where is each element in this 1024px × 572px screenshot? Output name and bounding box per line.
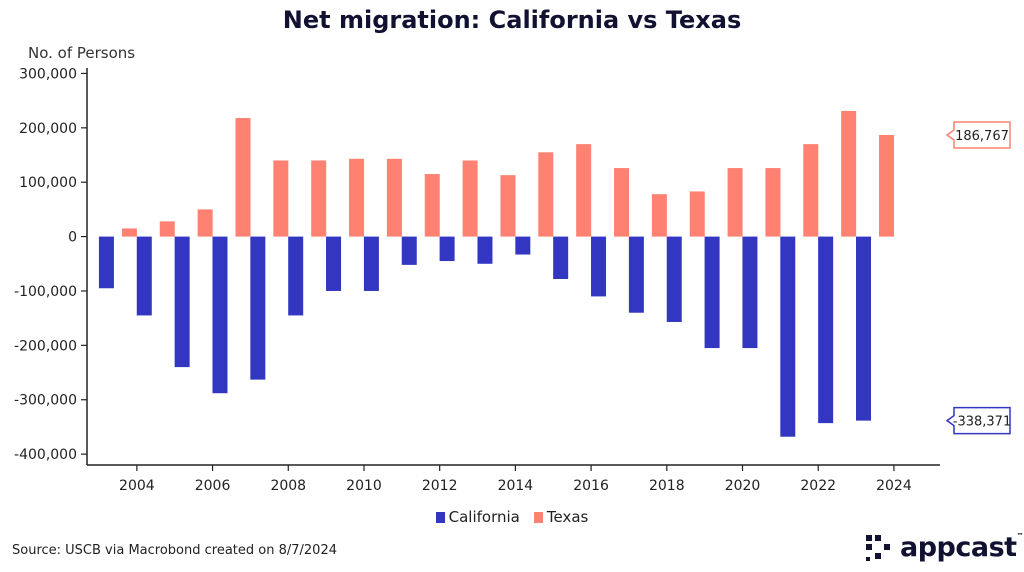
callout-label: 186,767 [955, 129, 1009, 144]
bar-texas-2008 [311, 160, 327, 237]
callout-box [945, 121, 1011, 149]
bar-texas-2012 [462, 160, 478, 237]
bar-texas-2021 [803, 144, 819, 237]
bar-texas-2010 [386, 158, 402, 237]
bar-california-2004 [136, 236, 152, 316]
bar-california-2006 [212, 236, 228, 394]
x-tick-label: 2014 [498, 478, 534, 494]
legend-swatch-california [435, 511, 445, 523]
x-tick-label: 2012 [422, 478, 458, 494]
legend-label-california: California [448, 508, 520, 526]
bar-texas-2019 [727, 168, 743, 237]
bar-texas-2014 [538, 152, 554, 237]
x-tick-label: 2020 [725, 478, 761, 494]
bar-california-2009 [326, 236, 342, 291]
bar-texas-2015 [576, 144, 592, 237]
bar-texas-2017 [651, 194, 667, 237]
x-tick-label: 2024 [876, 478, 912, 494]
appcast-logo: appcast™ [866, 532, 1024, 563]
callout-layer: 186,767 -338,371 [945, 121, 1011, 435]
bar-california-2022 [818, 236, 834, 424]
callout-box [945, 406, 1011, 435]
legend: California Texas [0, 508, 1024, 526]
bar-california-2017 [628, 236, 644, 313]
bar-california-2014 [515, 236, 531, 255]
bar-california-2016 [591, 236, 607, 297]
bar-texas-2006 [235, 118, 251, 237]
bar-texas-2016 [614, 168, 630, 237]
chart-title: Net migration: California vs Texas [282, 6, 742, 34]
bar-texas-2003 [121, 228, 137, 237]
y-tick-label: -200,000 [14, 338, 77, 354]
bar-california-2003 [98, 236, 114, 289]
logo-text: appcast™ [900, 532, 1024, 563]
callout-california: -338,371 [945, 406, 1011, 435]
bar-texas-2009 [349, 158, 365, 237]
x-tick-label: 2016 [573, 478, 609, 494]
appcast-logo-icon [866, 534, 890, 561]
bar-california-2010 [363, 236, 379, 291]
axes-layer: 300,000 200,000 100,000 0 -100,000 -200,000 -3… [14, 66, 940, 494]
bar-california-2023 [856, 236, 872, 421]
y-tick-label: -400,000 [14, 447, 77, 463]
y-tick-label: -300,000 [14, 393, 77, 409]
legend-swatch-texas [533, 511, 543, 523]
legend-item-california: California [435, 508, 520, 526]
x-tick-label: 2008 [270, 478, 306, 494]
bar-texas-2011 [424, 174, 440, 237]
legend-item-texas: Texas [533, 508, 589, 526]
bar-california-2012 [439, 236, 455, 262]
source-note: Source: USCB via Macrobond created on 8/… [12, 543, 337, 558]
y-tick-label: 100,000 [19, 175, 77, 191]
bar-california-2021 [780, 236, 796, 437]
y-tick-label: 0 [68, 230, 77, 246]
bar-texas-2018 [689, 191, 705, 237]
bar-california-2011 [401, 236, 417, 265]
bar-california-2020 [742, 236, 758, 349]
y-tick-label: 300,000 [19, 66, 77, 82]
callout-texas: 186,767 [945, 121, 1011, 149]
x-tick-label: 2022 [800, 478, 836, 494]
bar-california-2015 [553, 236, 569, 280]
y-tick-label: -100,000 [14, 284, 77, 300]
bar-california-2007 [250, 236, 266, 380]
bar-california-2008 [288, 236, 304, 316]
y-tick-label: 200,000 [19, 121, 77, 137]
callout-label: -338,371 [953, 415, 1011, 430]
bar-texas-2013 [500, 175, 516, 237]
bar-texas-2022 [841, 110, 857, 237]
bar-california-2013 [477, 236, 493, 264]
x-tick-label: 2004 [119, 478, 155, 494]
bar-texas-2023 [879, 135, 895, 237]
x-tick-label: 2006 [195, 478, 231, 494]
bar-texas-2007 [273, 160, 289, 237]
x-tick-label: 2010 [346, 478, 382, 494]
y-axis-label: No. of Persons [28, 44, 136, 62]
x-tick-label: 2018 [649, 478, 685, 494]
bars-layer [98, 110, 895, 437]
bar-texas-2004 [159, 221, 175, 237]
bar-california-2018 [666, 236, 682, 322]
bar-california-2019 [704, 236, 720, 349]
bar-texas-2020 [765, 168, 781, 237]
legend-label-texas: Texas [546, 508, 589, 526]
bar-texas-2005 [197, 209, 213, 237]
bar-california-2005 [174, 236, 190, 368]
